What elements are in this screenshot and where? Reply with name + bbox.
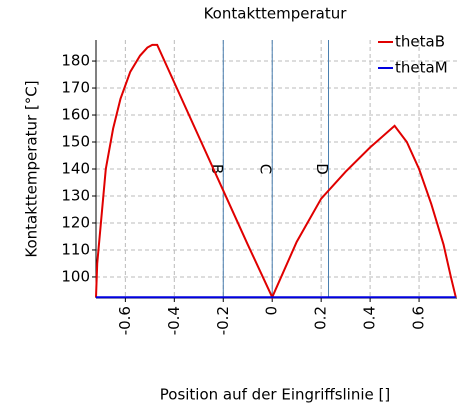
marker-label: B <box>208 164 226 174</box>
x-tick-label: 0.4 <box>361 306 379 330</box>
y-tick-label: 180 <box>61 52 90 70</box>
x-tick-label: -0.6 <box>116 306 134 335</box>
x-tick-label: 0.2 <box>312 306 330 330</box>
y-tick-label: 100 <box>61 267 90 285</box>
y-tick-label: 150 <box>61 133 90 151</box>
x-tick-label: 0.6 <box>410 306 428 330</box>
y-tick-label: 170 <box>61 79 90 97</box>
chart-title: Kontakttemperatur <box>204 5 348 23</box>
y-tick-label: 110 <box>61 240 90 258</box>
series-line <box>95 43 457 300</box>
marker-label: C <box>257 164 275 174</box>
x-tick-label: -0.2 <box>214 306 232 335</box>
marker-label: D <box>313 163 331 175</box>
x-tick-label: -0.4 <box>165 306 183 335</box>
x-tick-label: 0 <box>263 306 281 316</box>
legend-label: thetaM <box>395 59 448 77</box>
x-axis-label: Position auf der Eingriffslinie [] <box>160 386 390 404</box>
legend-label: thetaB <box>395 33 445 51</box>
y-axis-label: Kontakttemperatur [°C] <box>23 80 41 257</box>
y-tick-label: 120 <box>61 213 90 231</box>
y-tick-label: 130 <box>61 186 90 204</box>
y-tick-label: 140 <box>61 160 90 178</box>
y-tick-label: 160 <box>61 106 90 124</box>
